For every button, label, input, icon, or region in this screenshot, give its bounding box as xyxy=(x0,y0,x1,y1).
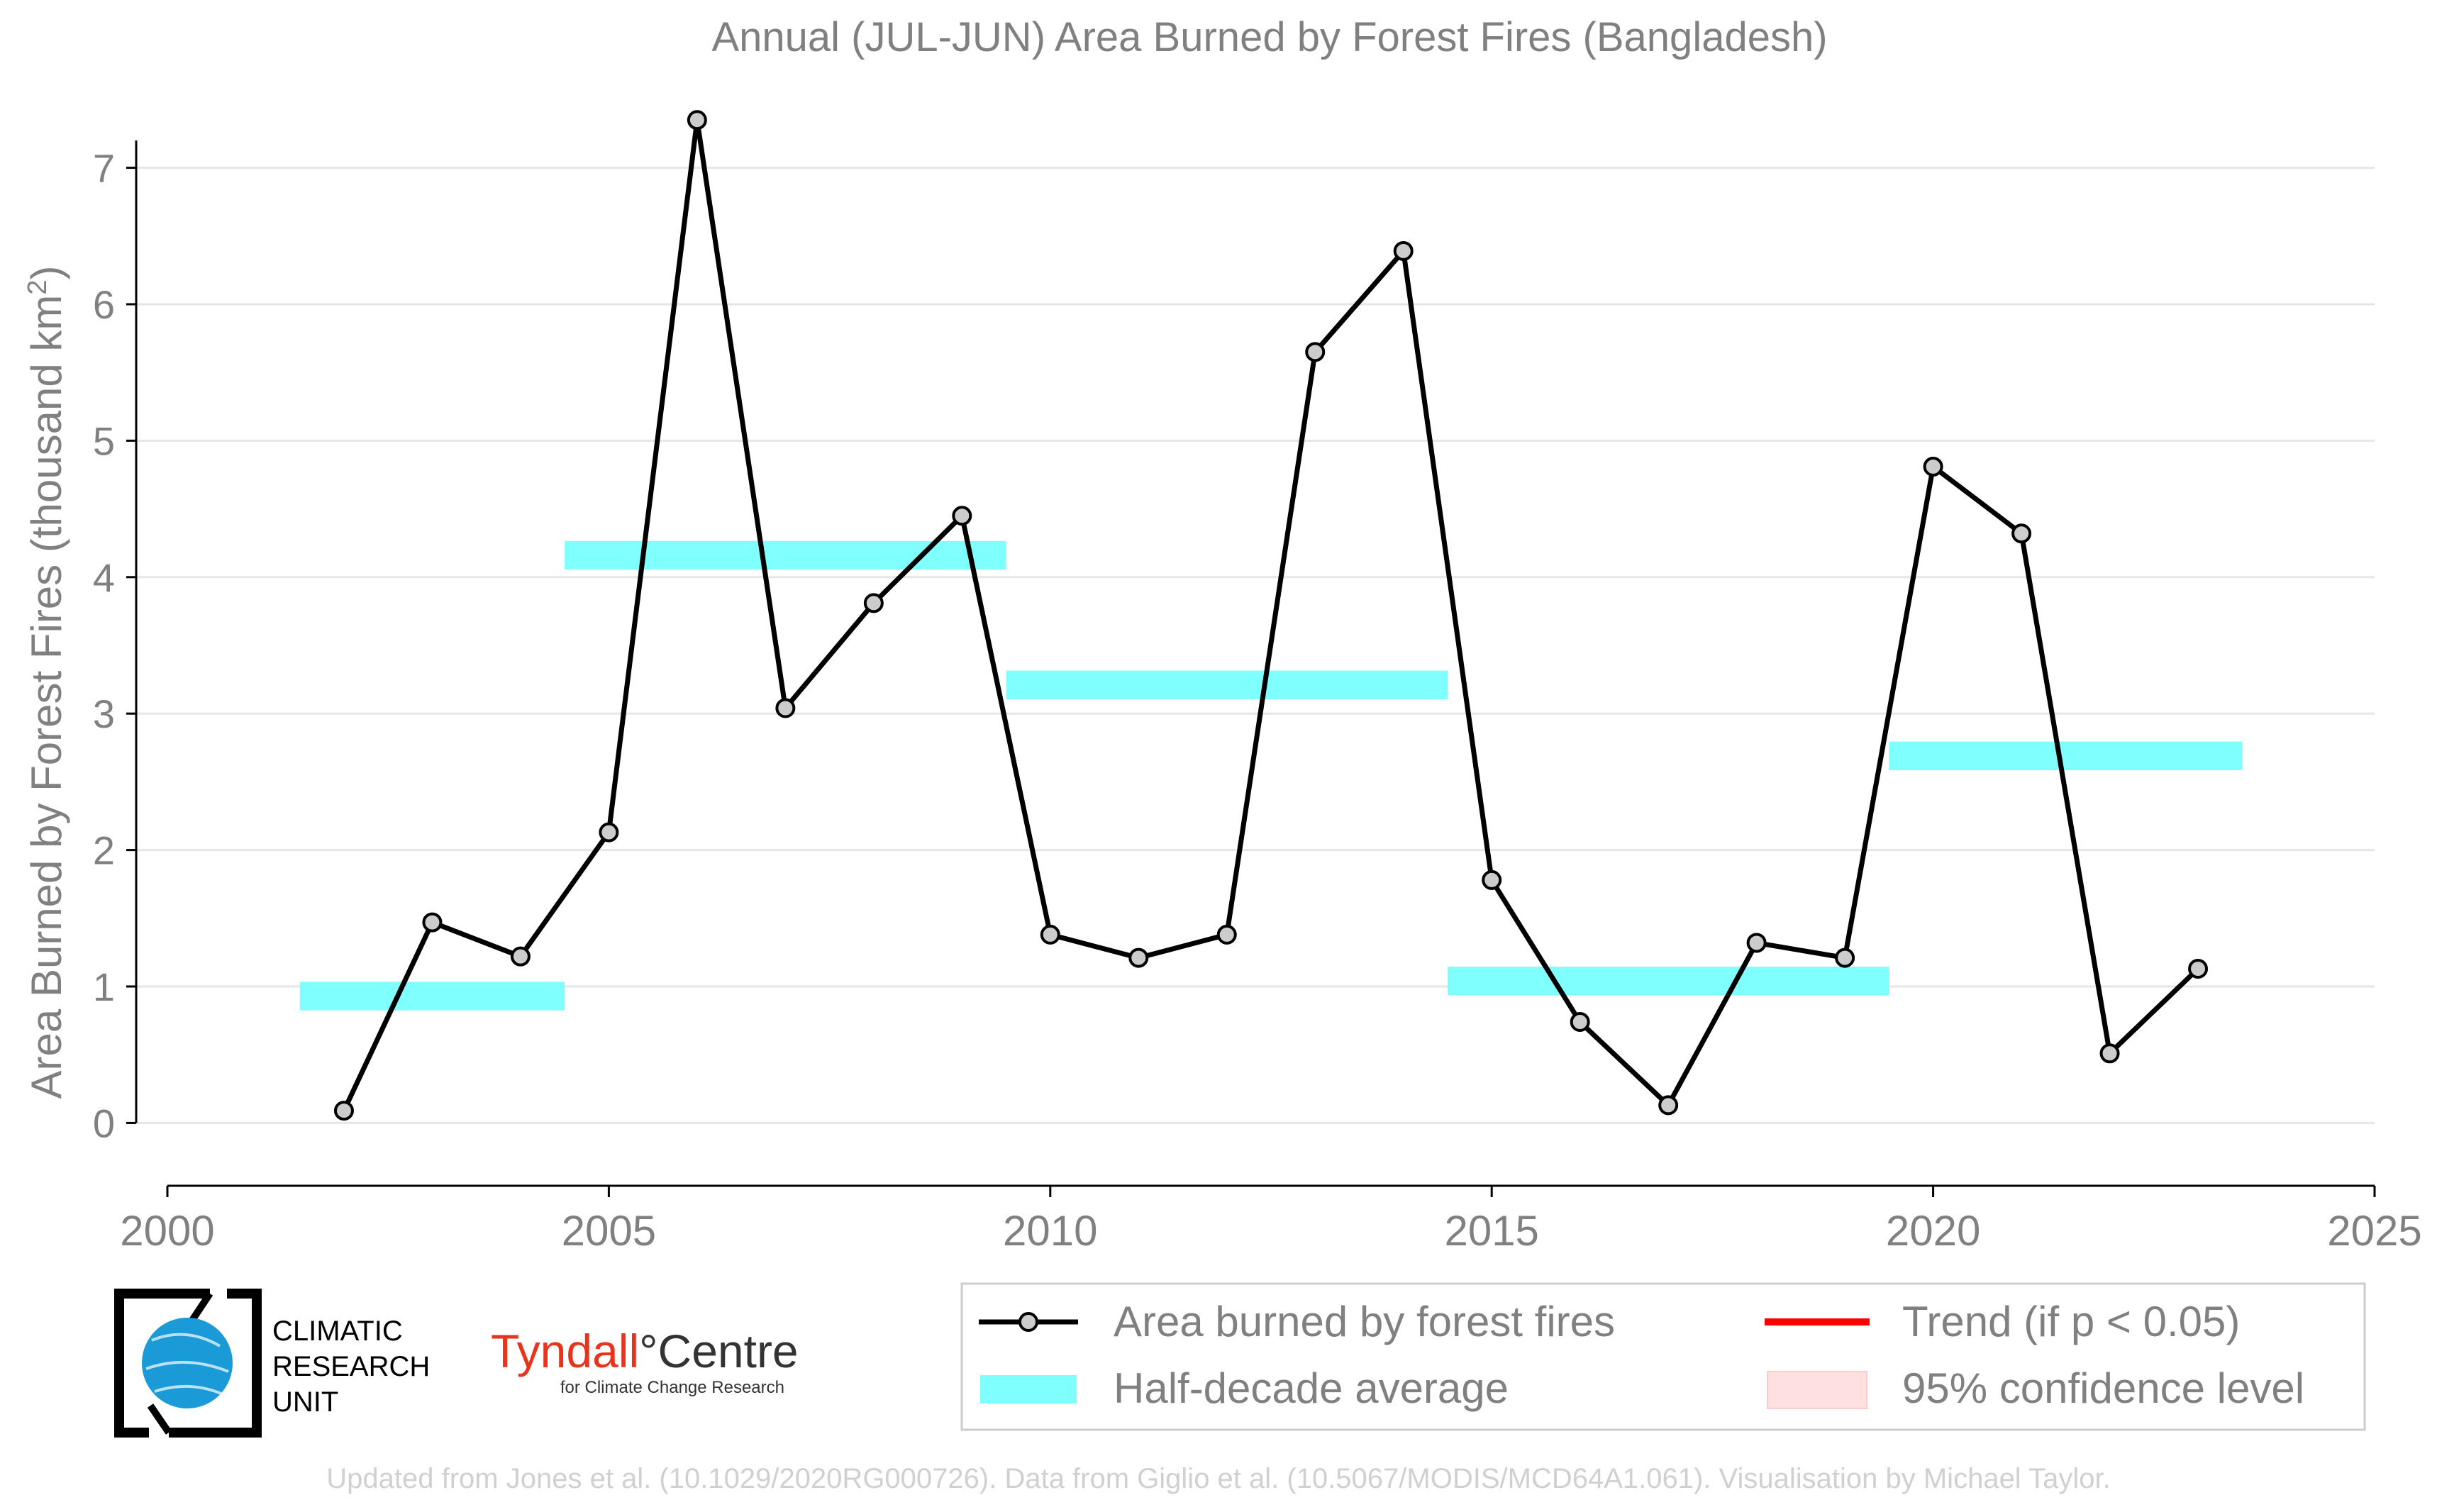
y-tick-label-0: 0 xyxy=(93,1101,115,1145)
legend-label-trend: Trend (if p < 0.05) xyxy=(1902,1298,2240,1345)
y-axis-label: Area Burned by Forest Fires (thousand km… xyxy=(23,266,70,1099)
x-tick-label-2010: 2010 xyxy=(1003,1207,1097,1255)
data-point-2017 xyxy=(1658,1095,1679,1116)
tyndall-logo-suffix: Centre xyxy=(658,1325,799,1377)
y-tick-label-5: 5 xyxy=(93,418,115,463)
y-axis-label-superscript: 2 xyxy=(23,280,52,295)
cru-logo-slash-bottom xyxy=(147,1403,172,1435)
legend: Area burned by forest fires Half-decade … xyxy=(960,1282,2366,1431)
y-axis-label-close: ) xyxy=(23,266,70,280)
half-decade-band-2 xyxy=(565,540,1006,570)
data-point-2014 xyxy=(1393,240,1414,261)
x-axis: 2000 2005 2010 2015 2020 2025 xyxy=(120,1184,2422,1255)
data-point-2015 xyxy=(1482,869,1502,890)
half-decade-band-4 xyxy=(1447,967,1889,996)
data-point-2018 xyxy=(1746,933,1767,953)
data-point-2008 xyxy=(863,593,884,613)
tyndall-logo-name: Tyndall xyxy=(491,1325,639,1377)
tyndall-logo-degree: ° xyxy=(639,1325,657,1377)
chart-title: Annual (JUL-JUN) Area Burned by Forest F… xyxy=(711,14,1827,60)
half-decade-band-5 xyxy=(1889,741,2243,771)
data-point-2020 xyxy=(1923,456,1943,477)
data-point-2016 xyxy=(1570,1012,1590,1033)
y-tick-label-1: 1 xyxy=(93,965,115,1009)
globe-icon-swirl xyxy=(145,1333,229,1396)
cru-logo-frame xyxy=(114,1289,210,1438)
credit-line: Updated from Jones et al. (10.1029/2020R… xyxy=(326,1463,2110,1494)
data-point-2003 xyxy=(422,912,443,933)
data-point-2022 xyxy=(2099,1043,2120,1064)
data-point-2010 xyxy=(1040,924,1060,945)
data-point-2009 xyxy=(952,506,972,526)
y-tick-label-3: 3 xyxy=(93,691,115,736)
half-decade-band-3 xyxy=(1006,670,1448,699)
y-tick-label-7: 7 xyxy=(93,146,115,191)
legend-marker-swatch xyxy=(1018,1312,1038,1332)
data-point-2021 xyxy=(2011,523,2032,544)
cru-logo-text-1: CLIMATIC xyxy=(272,1316,403,1347)
tyndall-logo-wordmark: Tyndall°Centre xyxy=(491,1325,799,1377)
legend-label-average: Half-decade average xyxy=(1114,1364,1509,1412)
half-decade-band-1 xyxy=(299,982,565,1011)
data-point-2006 xyxy=(687,110,707,130)
y-axis-label-main: Area Burned by Forest Fires (thousand km xyxy=(23,295,70,1099)
tyndall-logo: Tyndall°Centre for Climate Change Resear… xyxy=(491,1325,799,1397)
data-point-2013 xyxy=(1305,342,1326,362)
x-tick-label-2000: 2000 xyxy=(120,1207,214,1255)
data-point-2007 xyxy=(775,698,796,718)
series-line xyxy=(341,117,2200,1112)
data-point-2019 xyxy=(1835,947,1855,968)
half-decade-bands xyxy=(299,540,2243,1011)
y-tick-label-4: 4 xyxy=(93,555,115,600)
x-tick-label-2025: 2025 xyxy=(2327,1207,2421,1255)
x-tick-label-2015: 2015 xyxy=(1444,1207,1538,1255)
x-tick-label-2020: 2020 xyxy=(1886,1207,1980,1255)
data-point-2002 xyxy=(333,1101,354,1121)
series-area-burned xyxy=(333,110,2209,1121)
data-point-2023 xyxy=(2188,959,2209,979)
legend-label-confidence: 95% confidence level xyxy=(1902,1364,2304,1412)
legend-confidence-swatch xyxy=(1767,1371,1867,1409)
data-point-2011 xyxy=(1128,947,1149,968)
x-tick-label-2005: 2005 xyxy=(562,1207,656,1255)
tyndall-logo-tagline: for Climate Change Research xyxy=(560,1378,784,1397)
cru-logo-text-3: UNIT xyxy=(272,1386,338,1418)
cru-logo-text-2: RESEARCH xyxy=(272,1351,430,1382)
legend-band-swatch xyxy=(980,1375,1077,1403)
data-point-2012 xyxy=(1216,924,1237,945)
cru-logo-frame-right xyxy=(169,1289,262,1438)
data-point-2005 xyxy=(599,822,619,843)
legend-box xyxy=(960,1282,2366,1431)
y-axis: 0 1 2 3 4 5 6 7 xyxy=(93,140,138,1145)
cru-logo: CLIMATIC RESEARCH UNIT xyxy=(114,1289,430,1438)
legend-label-series: Area burned by forest fires xyxy=(1114,1298,1615,1345)
data-point-2004 xyxy=(510,946,531,967)
y-tick-label-2: 2 xyxy=(93,828,115,873)
y-tick-label-6: 6 xyxy=(93,282,115,327)
